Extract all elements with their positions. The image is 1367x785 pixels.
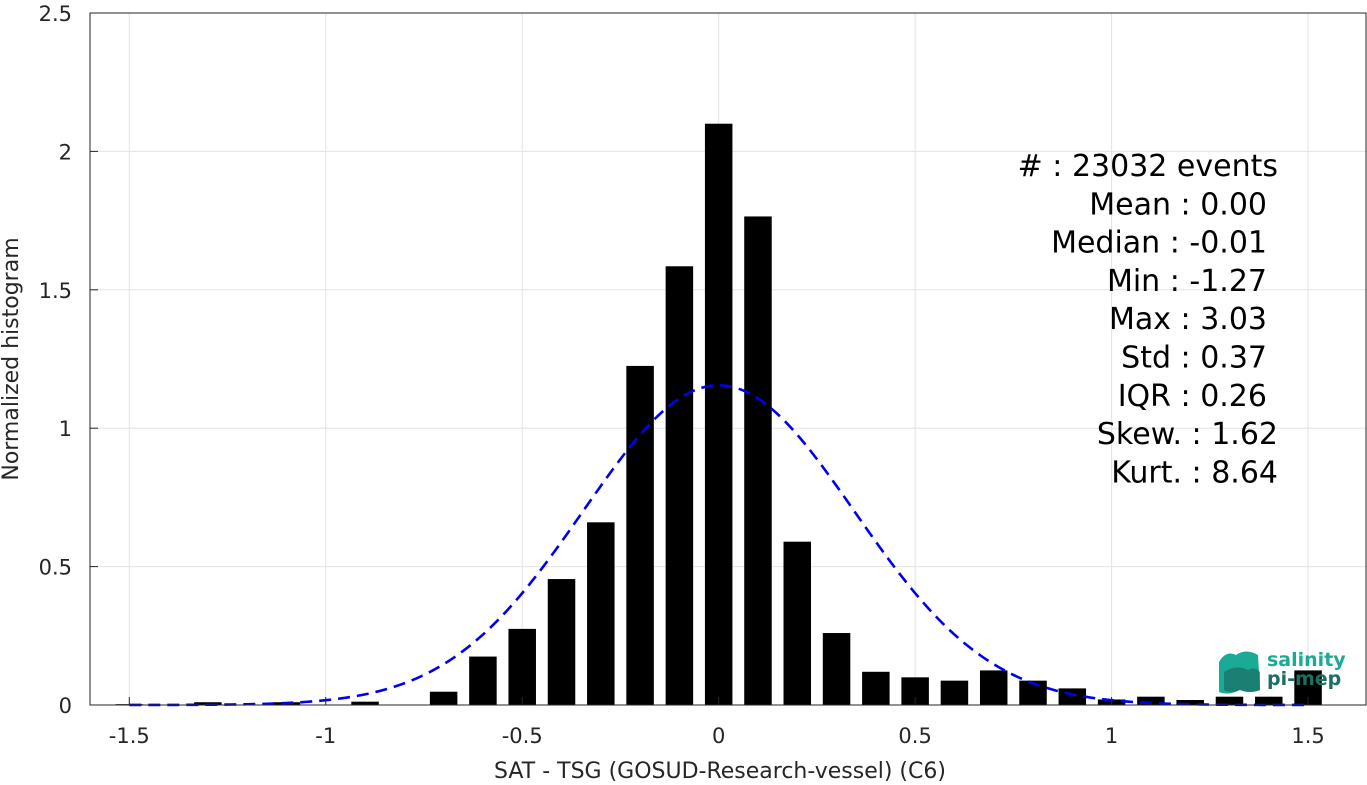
histogram-bar-14 (822, 633, 851, 705)
histogram-bar-15 (862, 671, 890, 705)
histogram-bar-12 (744, 216, 772, 705)
stat-line-6: IQR : 0.26 (1118, 379, 1267, 414)
y-tick-label-5: 2.5 (39, 2, 72, 26)
histogram-bar-6 (508, 628, 536, 705)
x-tick-label-1: -1 (315, 724, 336, 748)
histogram-bar-18 (979, 670, 1008, 705)
logo-wave-shade-icon (1224, 667, 1260, 692)
x-tick-label-4: 0.5 (898, 724, 931, 748)
y-axis-ticks: 0 0.5 1 1.5 2 2.5 (39, 2, 98, 718)
bar-series (115, 123, 1322, 706)
logo-text-pimep: pi-mep (1267, 668, 1341, 690)
y-tick-label-1: 0.5 (39, 556, 72, 580)
histogram-bar-4 (429, 691, 458, 705)
y-tick-label-0: 0 (59, 694, 72, 718)
histogram-bar-5 (469, 656, 497, 705)
x-axis-ticks: -1.5 -1 -0.5 0 0.5 1 1.5 (109, 697, 1325, 748)
x-tick-label-2: -0.5 (502, 724, 543, 748)
stat-line-4: Max : 3.03 (1109, 302, 1267, 337)
x-axis-label: SAT - TSG (GOSUD-Research-vessel) (C6) (494, 759, 946, 784)
histogram-bar-9 (626, 365, 654, 705)
histogram-bar-8 (587, 522, 615, 705)
histogram-bar-11 (704, 123, 733, 706)
axes-frame (89, 12, 1367, 706)
x-tick-label-6: 1.5 (1291, 724, 1324, 748)
histogram-bar-19 (1019, 680, 1047, 705)
stat-line-0: # : 23032 events (1018, 149, 1278, 184)
axes-box (89, 12, 1367, 706)
histogram-bar-25 (1255, 696, 1283, 705)
stat-line-2: Median : -0.01 (1051, 226, 1267, 261)
histogram-bar-17 (940, 680, 969, 705)
y-tick-label-3: 1.5 (39, 279, 72, 303)
stat-line-8: Kurt. : 8.64 (1111, 455, 1278, 490)
histogram-bar-24 (1215, 696, 1244, 705)
x-tick-label-3: 0 (712, 724, 725, 748)
histogram-bar-23 (1176, 700, 1204, 705)
stat-line-7: Skew. : 1.62 (1097, 417, 1278, 452)
histogram-bar-13 (783, 541, 812, 705)
stat-line-3: Min : -1.27 (1107, 264, 1267, 299)
logo-text-salinity: salinity (1267, 649, 1346, 671)
histogram-bar-3 (351, 701, 379, 705)
y-tick-label-4: 2 (59, 140, 72, 164)
stat-line-5: Std : 0.37 (1121, 341, 1267, 376)
y-axis-label: Normalized histogram (0, 237, 24, 480)
histogram-bar-10 (665, 266, 694, 705)
histogram-bar-22 (1137, 696, 1165, 705)
histogram-bar-7 (547, 579, 576, 705)
histogram-bar-20 (1058, 688, 1087, 705)
salinity-pimep-logo: salinity pi-mep (1219, 649, 1346, 694)
x-tick-label-5: 1 (1105, 724, 1118, 748)
x-tick-label-0: -1.5 (109, 724, 150, 748)
stat-line-1: Mean : 0.00 (1089, 187, 1267, 222)
y-tick-label-2: 1 (59, 417, 72, 441)
